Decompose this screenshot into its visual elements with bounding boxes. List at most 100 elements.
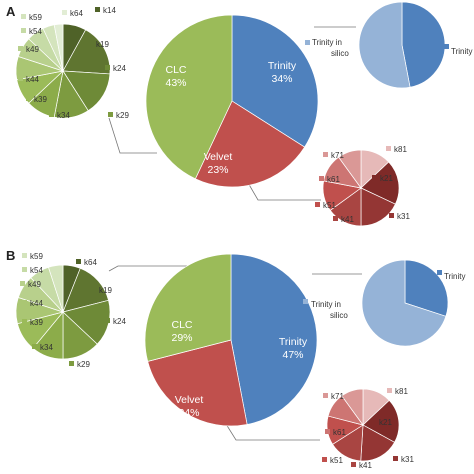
main-pct-velvet-a: 23% bbox=[207, 164, 228, 176]
main-pct-clc-b: 29% bbox=[171, 332, 192, 344]
trinity-breakdown-a-slice-trinity bbox=[401, 1, 446, 88]
clc-legend-swatch-k29-b bbox=[69, 361, 74, 366]
clc-legend-swatch-k64-b bbox=[76, 259, 81, 264]
velvet-legend-swatch-k31-b bbox=[393, 456, 398, 461]
velvet-breakdown-a-slice-k71 bbox=[338, 149, 362, 190]
clc-label-k59-a: k59 bbox=[29, 13, 42, 22]
velvet-label-k51-a: k51 bbox=[323, 201, 336, 210]
clc-legend-swatch-k14-a bbox=[95, 7, 100, 12]
velvet-label-k31-a: k31 bbox=[397, 212, 410, 221]
velvet-breakdown-a-slice-k21 bbox=[360, 161, 400, 205]
velvet-label-k21-b: k21 bbox=[379, 418, 392, 427]
velvet-breakdown-b-slice-k21 bbox=[362, 399, 400, 443]
clc-label-k29-b: k29 bbox=[77, 360, 90, 369]
main-b-slice-trinity bbox=[230, 253, 318, 425]
velvet-legend-swatch-k61-a bbox=[319, 176, 324, 181]
velvet-label-k71-b: k71 bbox=[331, 392, 344, 401]
clc-label-k44-b: k44 bbox=[30, 299, 43, 308]
velvet-label-k31-b: k31 bbox=[401, 455, 414, 464]
legend-label-trinity-a: Trinity bbox=[451, 47, 472, 56]
clc-breakdown-b-slice-k59 bbox=[48, 264, 64, 313]
clc-legend-swatch-k59-b bbox=[22, 253, 27, 258]
clc-legend-swatch-k59-a bbox=[21, 14, 26, 19]
clc-label-k59-b: k59 bbox=[30, 252, 43, 261]
main-a-slice-clc bbox=[145, 14, 233, 180]
main-a-slice-velvet bbox=[194, 100, 306, 188]
clc-label-k64-b: k64 bbox=[84, 258, 97, 267]
main-label-clc-b: CLC bbox=[171, 319, 192, 331]
clc-legend-swatch-k34-b bbox=[32, 344, 37, 349]
velvet-legend-swatch-k51-b bbox=[322, 457, 327, 462]
clc-legend-swatch-k54-b bbox=[22, 267, 27, 272]
main-b-slice-velvet bbox=[147, 339, 248, 427]
main-pct-trinity-a: 34% bbox=[271, 73, 292, 85]
legend-label-trinity-in-silico-b: Trinity in silico bbox=[311, 300, 348, 320]
panel-letter-a: A bbox=[6, 4, 16, 19]
main-label-trinity-b: Trinity bbox=[279, 336, 308, 348]
clc-label-k39-b: k39 bbox=[30, 318, 43, 327]
velvet-label-k41-a: k41 bbox=[341, 215, 354, 224]
main-label-velvet-b: Velvet bbox=[175, 394, 204, 406]
velvet-breakdown-a-slice-k31 bbox=[360, 187, 396, 227]
clc-label-k64-a: k64 bbox=[70, 9, 83, 18]
velvet-breakdown-b-slice-k71 bbox=[341, 388, 364, 427]
clc-label-k29-a: k29 bbox=[116, 111, 129, 120]
velvet-label-k51-b: k51 bbox=[330, 456, 343, 465]
trinity-breakdown-a-slice-trinity-in-silico bbox=[358, 1, 411, 89]
legend-swatch-trinity-a bbox=[444, 44, 449, 49]
velvet-legend-swatch-k41-a bbox=[333, 216, 338, 221]
clc-legend-swatch-k54-a bbox=[21, 28, 26, 33]
clc-label-k54-b: k54 bbox=[30, 266, 43, 275]
velvet-label-k61-a: k61 bbox=[327, 175, 340, 184]
velvet-legend-swatch-k21-b bbox=[371, 419, 376, 424]
clc-legend-swatch-k44-b bbox=[22, 300, 27, 305]
main-pct-clc-a: 43% bbox=[165, 77, 186, 89]
velvet-label-k41-b: k41 bbox=[359, 461, 372, 470]
velvet-label-k21-a: k21 bbox=[380, 174, 393, 183]
clc-label-k24-b: k24 bbox=[113, 317, 126, 326]
main-label-velvet-a: Velvet bbox=[204, 151, 233, 163]
clc-label-k24-a: k24 bbox=[113, 64, 126, 73]
clc-legend-swatch-k39-b bbox=[22, 319, 27, 324]
trinity-breakdown-b-slice-trinity-in-silico bbox=[361, 259, 447, 347]
clc-legend-swatch-k34-a bbox=[49, 112, 54, 117]
velvet-label-k61-b: k61 bbox=[333, 428, 346, 437]
clc-label-k39-a: k39 bbox=[34, 95, 47, 104]
legend-swatch-trinity-in-silico-b bbox=[303, 299, 308, 304]
main-pct-trinity-b: 47% bbox=[282, 349, 303, 361]
clc-breakdown-b-slice-k24 bbox=[62, 299, 111, 345]
legend-label-trinity-in-silico-a: Trinity in silico bbox=[312, 38, 349, 58]
clc-label-k54-a: k54 bbox=[29, 27, 42, 36]
clc-legend-swatch-k39-a bbox=[26, 96, 31, 101]
velvet-legend-swatch-k81-a bbox=[386, 146, 391, 151]
velvet-legend-swatch-k71-a bbox=[323, 152, 328, 157]
legend-swatch-trinity-b bbox=[437, 270, 442, 275]
trinity-breakdown-b-slice-trinity bbox=[404, 259, 449, 317]
main-a-slice-trinity bbox=[231, 14, 319, 148]
velvet-legend-swatch-k21-a bbox=[372, 175, 377, 180]
main-label-trinity-a: Trinity bbox=[268, 60, 297, 72]
clc-label-k19-a: k19 bbox=[96, 40, 109, 49]
clc-label-k34-b: k34 bbox=[40, 343, 53, 352]
velvet-legend-swatch-k81-b bbox=[387, 388, 392, 393]
main-label-clc-a: CLC bbox=[165, 64, 186, 76]
clc-legend-swatch-k19-a bbox=[88, 41, 93, 46]
clc-label-k14-a: k14 bbox=[103, 6, 116, 15]
clc-label-k49-b: k49 bbox=[28, 280, 41, 289]
clc-legend-swatch-k24-a bbox=[105, 65, 110, 70]
legend-label-trinity-b: Trinity bbox=[444, 272, 465, 281]
main-b-slice-clc bbox=[144, 253, 232, 362]
panel-letter-b: B bbox=[6, 248, 15, 263]
clc-label-k19-b: k19 bbox=[99, 286, 112, 295]
clc-legend-swatch-k24-b bbox=[105, 318, 110, 323]
panel-b: B Trinity47%Velvet24%CLC29%TrinityTrinit… bbox=[6, 248, 465, 470]
connector-line-clc-b bbox=[108, 265, 200, 272]
velvet-legend-swatch-k31-a bbox=[389, 213, 394, 218]
clc-legend-swatch-k19-b bbox=[91, 287, 96, 292]
clc-breakdown-a-slice-k64 bbox=[53, 23, 64, 72]
clc-legend-swatch-k64-a bbox=[62, 10, 67, 15]
velvet-legend-swatch-k71-b bbox=[323, 393, 328, 398]
velvet-label-k81-a: k81 bbox=[394, 145, 407, 154]
